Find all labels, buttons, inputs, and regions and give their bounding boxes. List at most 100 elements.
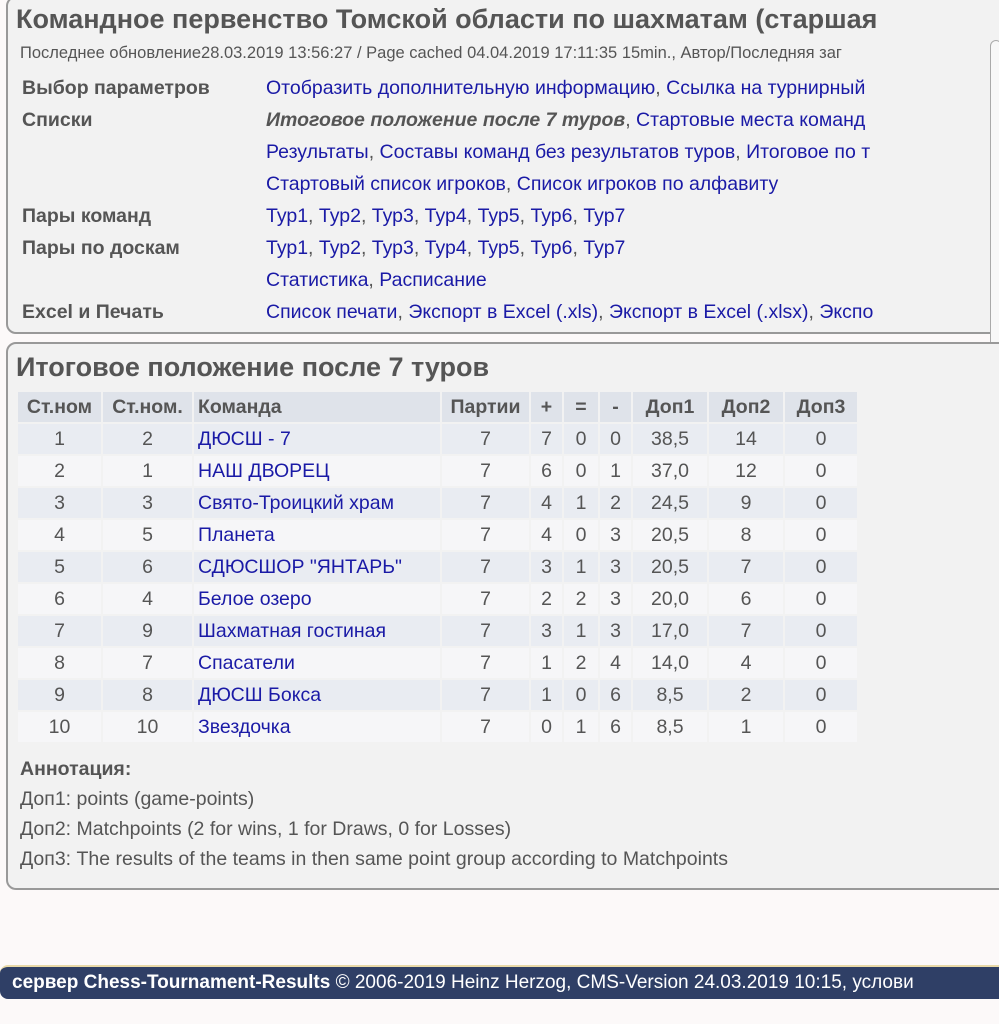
nav-link[interactable]: Тур1 <box>266 205 309 227</box>
nav-link[interactable]: Список печати <box>266 301 398 323</box>
scrollbar[interactable] <box>990 40 999 350</box>
table-cell: 4 <box>18 520 101 550</box>
table-cell: 1 <box>564 488 598 518</box>
nav-link[interactable]: Стартовый список игроков <box>266 173 506 195</box>
team-cell: ДЮСШ Бокса <box>194 680 440 710</box>
table-cell: 2 <box>564 648 598 678</box>
table-row: 6 4 Белое озеро 7 2 2 3 20,0 6 0 <box>18 584 857 614</box>
table-cell: 0 <box>564 680 598 710</box>
team-link[interactable]: СДЮСШОР "ЯНТАРЬ" <box>198 555 402 578</box>
table-cell: 37,0 <box>633 456 707 486</box>
nav-link[interactable]: Расписание <box>379 269 487 291</box>
nav-link[interactable]: Отобразить дополнительную информацию <box>266 77 656 99</box>
nav-link[interactable]: Итоговое по т <box>746 141 871 163</box>
column-header: Ст.ном <box>18 392 101 422</box>
nav-link[interactable]: Тур5 <box>477 205 520 227</box>
table-cell: 0 <box>785 456 857 486</box>
nav-link[interactable]: Составы команд без результатов туров <box>379 141 736 163</box>
table-cell: 3 <box>18 488 101 518</box>
table-cell: 1 <box>531 680 562 710</box>
table-cell: 10 <box>103 712 192 742</box>
nav-link[interactable]: Статистика <box>266 269 369 291</box>
nav-link[interactable]: Тур6 <box>530 237 573 259</box>
table-cell: 9 <box>103 616 192 646</box>
table-cell: 14 <box>709 424 783 454</box>
nav-link[interactable]: Экспорт в Excel (.xlsx) <box>608 301 809 323</box>
footer: сервер Chess-Tournament-Results © 2006-2… <box>0 965 999 999</box>
table-cell: 7 <box>18 616 101 646</box>
table-cell: 6 <box>103 552 192 582</box>
table-cell: 0 <box>785 552 857 582</box>
table-cell: 1 <box>709 712 783 742</box>
team-link[interactable]: Планета <box>198 523 275 546</box>
table-cell: 1 <box>600 456 631 486</box>
nav-link[interactable]: Тур4 <box>424 205 467 227</box>
team-link[interactable]: Звездочка <box>198 715 291 738</box>
team-link[interactable]: Свято-Троицкий храм <box>198 491 394 514</box>
table-cell: 7 <box>103 648 192 678</box>
team-link[interactable]: ДЮСШ - 7 <box>198 427 291 450</box>
table-cell: 4 <box>709 648 783 678</box>
nav-link[interactable]: Список игроков по алфавиту <box>516 173 779 195</box>
nav-link[interactable]: Тур6 <box>530 205 573 227</box>
nav-link[interactable]: Экспо <box>819 301 874 323</box>
table-cell: 8 <box>709 520 783 550</box>
update-info: Последнее обновление28.03.2019 13:56:27 … <box>20 44 842 62</box>
team-link[interactable]: ДЮСШ Бокса <box>198 683 322 706</box>
nav-label: Выбор параметров <box>22 77 210 99</box>
table-cell: 1 <box>531 648 562 678</box>
nav-link[interactable]: Тур4 <box>424 237 467 259</box>
table-cell: 4 <box>103 584 192 614</box>
table-cell: 3 <box>600 520 631 550</box>
nav-link[interactable]: Тур7 <box>583 237 626 259</box>
table-cell: 7 <box>442 712 529 742</box>
team-cell: СДЮСШОР "ЯНТАРЬ" <box>194 552 440 582</box>
nav-link[interactable]: Тур2 <box>318 237 361 259</box>
nav-links: Результаты, Составы команд без результат… <box>266 141 871 163</box>
table-cell: 2 <box>564 584 598 614</box>
nav-link[interactable]: Тур2 <box>318 205 361 227</box>
team-cell: Спасатели <box>194 648 440 678</box>
nav-link[interactable]: Стартовые места команд <box>636 109 866 131</box>
table-cell: 20,5 <box>633 520 707 550</box>
team-link[interactable]: Спасатели <box>198 651 295 674</box>
table-cell: 20,5 <box>633 552 707 582</box>
table-cell: 8,5 <box>633 680 707 710</box>
server-name: сервер Chess-Tournament-Results <box>12 972 331 993</box>
team-link[interactable]: Белое озеро <box>198 587 312 610</box>
table-cell: 0 <box>564 520 598 550</box>
annotation-line: Доп2: Matchpoints (2 for wins, 1 for Dra… <box>20 818 512 840</box>
nav-link[interactable]: Ссылка на турнирный <box>666 77 866 99</box>
nav-link[interactable]: Тур5 <box>477 237 520 259</box>
table-cell: 3 <box>103 488 192 518</box>
table-cell: 17,0 <box>633 616 707 646</box>
table-cell: 0 <box>785 520 857 550</box>
nav-link[interactable]: Тур1 <box>266 237 309 259</box>
nav-link[interactable]: Результаты <box>266 141 369 163</box>
table-cell: 4 <box>600 648 631 678</box>
team-link[interactable]: НАШ ДВОРЕЦ <box>198 459 330 482</box>
table-cell: 20,0 <box>633 584 707 614</box>
table-cell: 5 <box>18 552 101 582</box>
table-cell: 12 <box>709 456 783 486</box>
nav-link[interactable]: Тур3 <box>371 205 414 227</box>
tournament-title: Командное первенство Томской области по … <box>16 4 878 34</box>
column-header: = <box>564 392 598 422</box>
table-cell: 6 <box>600 712 631 742</box>
nav-link[interactable]: Тур7 <box>583 205 626 227</box>
table-cell: 10 <box>18 712 101 742</box>
table-cell: 0 <box>785 584 857 614</box>
table-cell: 1 <box>564 552 598 582</box>
column-header: Доп1 <box>633 392 707 422</box>
column-header: Доп2 <box>709 392 783 422</box>
table-cell: 24,5 <box>633 488 707 518</box>
team-link[interactable]: Шахматная гостиная <box>198 619 387 642</box>
table-cell: 7 <box>442 520 529 550</box>
nav-link[interactable]: Экспорт в Excel (.xls) <box>408 301 599 323</box>
nav-label: Excel и Печать <box>22 301 164 323</box>
table-cell: 9 <box>18 680 101 710</box>
nav-label: Пары по доскам <box>22 237 180 259</box>
team-cell: Шахматная гостиная <box>194 616 440 646</box>
current-page: Итоговое положение после 7 туров <box>266 109 626 131</box>
nav-link[interactable]: Тур3 <box>371 237 414 259</box>
